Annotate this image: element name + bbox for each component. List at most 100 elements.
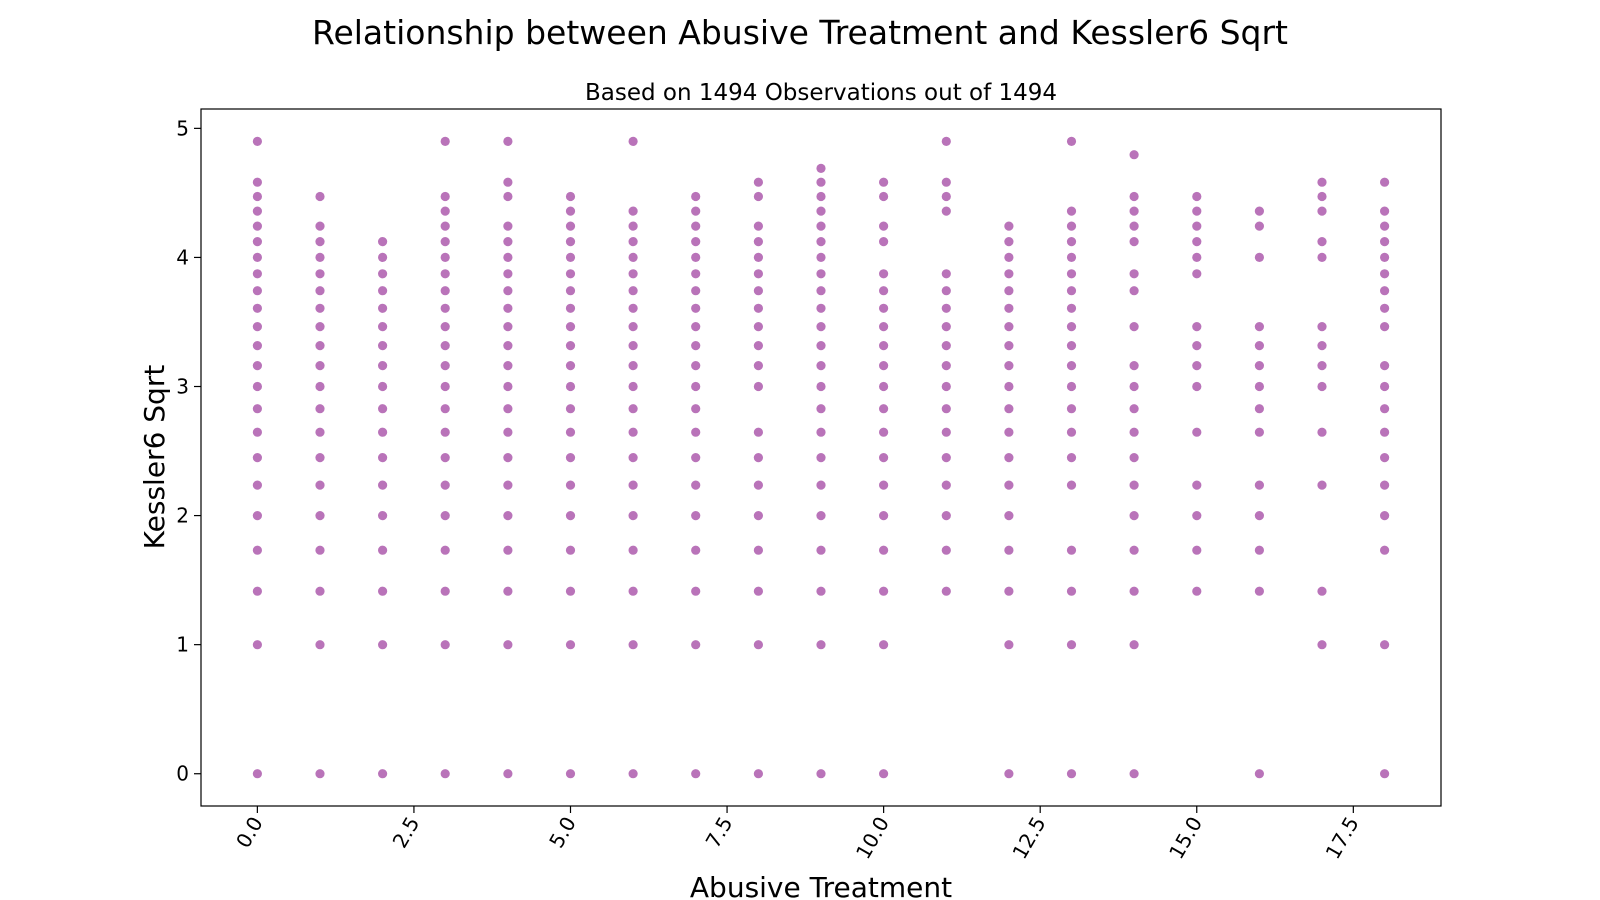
data-point [691, 341, 701, 351]
data-point [941, 177, 951, 187]
data-point [1254, 252, 1264, 262]
data-point [565, 769, 576, 779]
data-point [1129, 381, 1139, 392]
data-point [1380, 361, 1390, 371]
data-point [1254, 206, 1264, 216]
data-point [1380, 404, 1390, 414]
data-point [252, 480, 262, 490]
data-point [941, 510, 951, 521]
data-point [440, 237, 450, 247]
data-point [1380, 221, 1390, 231]
data-point [628, 221, 638, 231]
data-point [1129, 453, 1139, 463]
data-point [1254, 221, 1264, 231]
data-point [378, 361, 388, 371]
data-point [1004, 221, 1014, 231]
data-point [252, 341, 262, 351]
data-point [1192, 361, 1202, 371]
data-point [816, 381, 826, 392]
data-point [378, 252, 388, 262]
data-point [941, 191, 951, 202]
data-point [378, 453, 388, 463]
x-tick-label: 2.5 [388, 813, 425, 853]
data-point [440, 136, 450, 146]
data-point [1004, 640, 1014, 650]
data-point [565, 341, 576, 351]
data-point [628, 136, 638, 146]
data-point [440, 341, 450, 351]
data-point [503, 545, 513, 555]
data-point [1192, 381, 1202, 392]
data-point [503, 769, 513, 779]
data-point [816, 303, 826, 313]
data-point [1129, 322, 1139, 332]
data-point [565, 237, 576, 247]
data-point [315, 221, 325, 231]
data-point [691, 640, 701, 650]
data-point [816, 545, 826, 555]
data-point [628, 427, 638, 437]
y-tick-label: 2 [176, 504, 189, 528]
data-point [503, 191, 513, 202]
data-point [378, 404, 388, 414]
data-point [315, 480, 325, 490]
data-point [503, 640, 513, 650]
data-point [628, 269, 638, 279]
data-point [315, 427, 325, 437]
data-point [753, 427, 764, 437]
data-point [1192, 221, 1202, 231]
data-point [1066, 303, 1077, 313]
data-point [252, 453, 262, 463]
data-point [753, 640, 764, 650]
data-point [1066, 640, 1077, 650]
data-point [1004, 341, 1014, 351]
data-point [565, 510, 576, 521]
data-point [252, 586, 262, 596]
data-point [1192, 510, 1202, 521]
data-point [816, 237, 826, 247]
data-point [1254, 510, 1264, 521]
data-point [753, 361, 764, 371]
data-point [503, 427, 513, 437]
data-point [941, 341, 951, 351]
data-point [941, 286, 951, 296]
data-point [1380, 545, 1390, 555]
data-point [879, 381, 889, 392]
data-point [1129, 640, 1139, 650]
data-point [1129, 206, 1139, 216]
data-point [315, 453, 325, 463]
data-point [378, 586, 388, 596]
data-point [691, 381, 701, 392]
data-point [503, 177, 513, 187]
data-point [503, 341, 513, 351]
data-point [1066, 480, 1077, 490]
data-point [378, 341, 388, 351]
y-tick-label: 4 [176, 245, 189, 269]
data-point [879, 177, 889, 187]
data-point [628, 586, 638, 596]
data-point [1066, 237, 1077, 247]
data-point [1254, 381, 1264, 392]
data-point [565, 286, 576, 296]
data-point [628, 510, 638, 521]
data-point [816, 322, 826, 332]
data-point [1004, 286, 1014, 296]
data-point [1317, 381, 1327, 392]
data-point [1066, 381, 1077, 392]
data-point [1380, 427, 1390, 437]
data-point [440, 453, 450, 463]
data-point [1129, 286, 1139, 296]
data-point [1004, 427, 1014, 437]
data-point [1129, 269, 1139, 279]
data-point [378, 381, 388, 392]
data-point [753, 341, 764, 351]
data-point [941, 269, 951, 279]
data-point [440, 545, 450, 555]
data-point [1254, 361, 1264, 371]
data-point [440, 252, 450, 262]
data-point [1380, 480, 1390, 490]
data-point [628, 453, 638, 463]
data-point [753, 252, 764, 262]
data-point [753, 510, 764, 521]
